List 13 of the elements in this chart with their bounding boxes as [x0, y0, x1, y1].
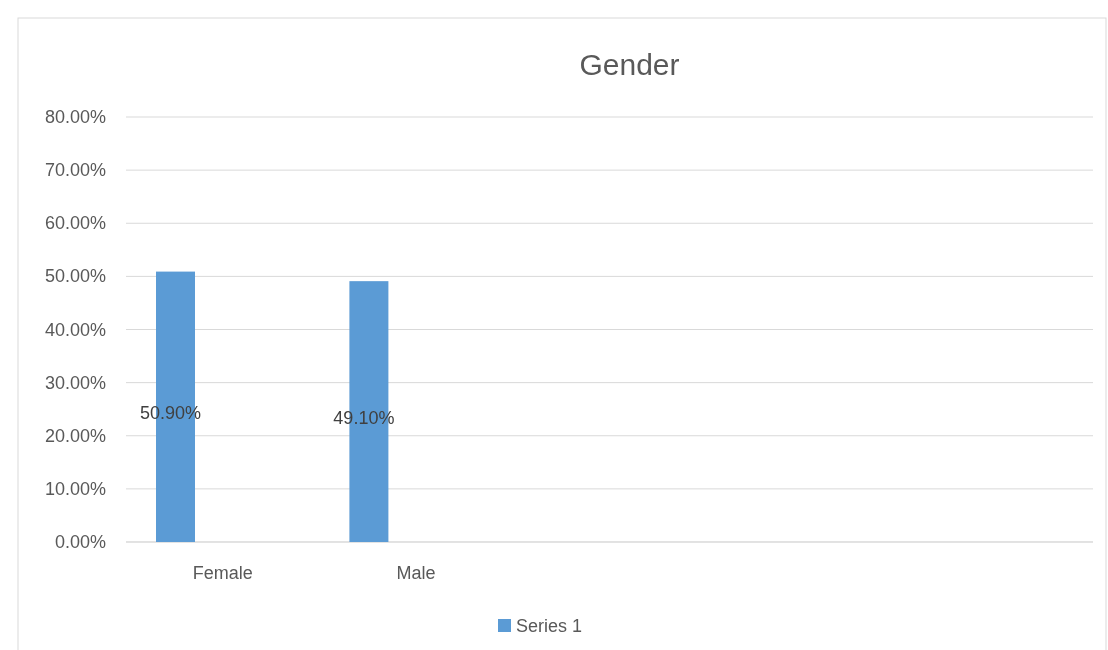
y-tick-label: 40.00% — [44, 319, 106, 340]
y-tick-label: 60.00% — [44, 213, 106, 234]
y-tick-label: 50.00% — [44, 266, 106, 287]
y-tick-label: 20.00% — [44, 425, 106, 446]
y-tick-label: 0.00% — [54, 532, 106, 552]
y-tick-label: 10.00% — [44, 478, 106, 499]
chart-title: Gender — [579, 48, 680, 81]
legend-label: Series 1 — [516, 616, 583, 636]
y-tick-label: 70.00% — [44, 160, 106, 181]
x-tick-label: Male — [396, 563, 436, 583]
x-tick-label: Female — [192, 563, 253, 583]
y-tick-label: 80.00% — [44, 107, 106, 127]
y-tick-label: 30.00% — [44, 372, 106, 393]
